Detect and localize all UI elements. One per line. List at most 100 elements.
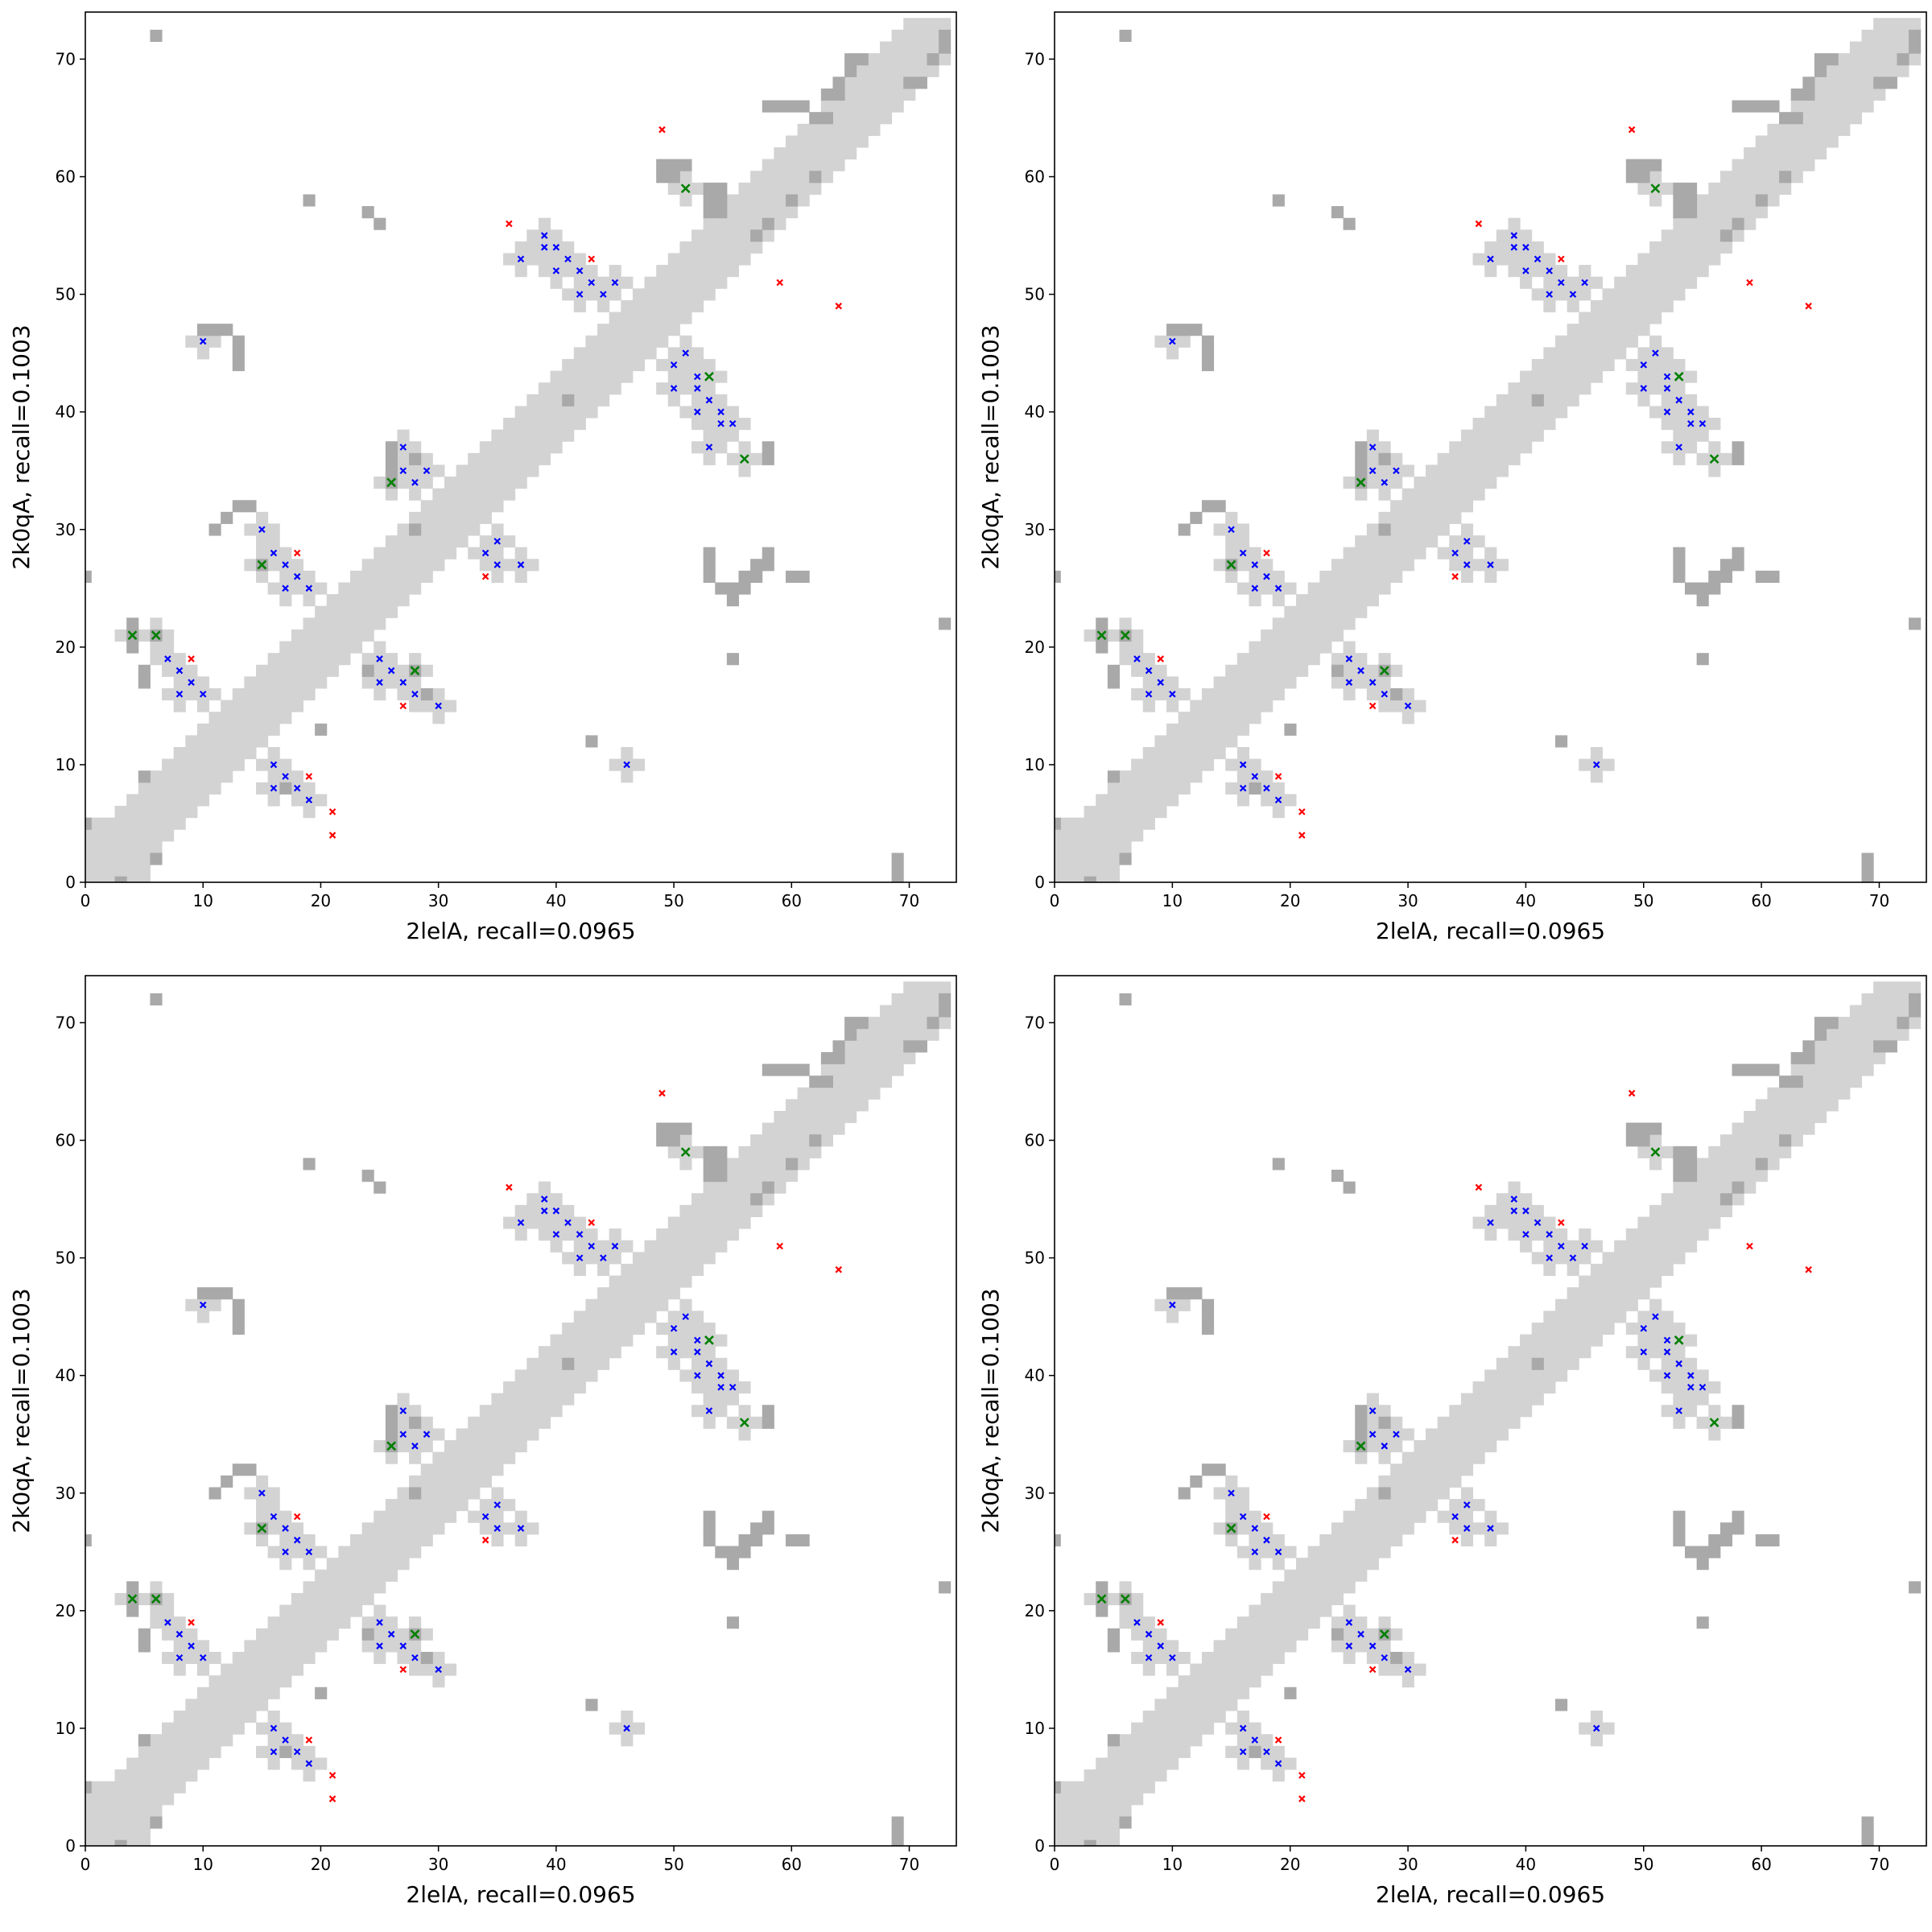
- light-cell: [1460, 464, 1474, 477]
- light-cell: [444, 1487, 457, 1500]
- green-marker: [704, 1335, 714, 1345]
- light-cell: [1096, 1816, 1108, 1829]
- light-cell: [656, 1263, 669, 1277]
- light-cell: [774, 206, 786, 219]
- light-cell: [914, 981, 927, 994]
- light-cell: [1096, 1769, 1108, 1782]
- x-axis-label: 2lelA, recall=0.0965: [1376, 918, 1605, 944]
- light-cell: [1767, 1087, 1780, 1100]
- light-cell: [632, 1287, 646, 1300]
- blue-marker: [1169, 1653, 1176, 1662]
- light-cell: [1261, 770, 1274, 783]
- light-cell: [1331, 653, 1344, 666]
- light-cell: [1236, 523, 1249, 536]
- light-cell: [750, 1134, 763, 1147]
- light-cell: [538, 1181, 551, 1194]
- light-cell: [1414, 511, 1426, 524]
- x-tick-label: 0: [1050, 891, 1060, 910]
- light-cell: [691, 1252, 704, 1265]
- dark-cell: [1331, 664, 1344, 677]
- light-cell: [1590, 1734, 1604, 1747]
- light-cell: [1107, 1793, 1120, 1806]
- light-cell: [1236, 712, 1249, 724]
- light-cell: [1249, 570, 1261, 583]
- light-cell: [444, 1451, 457, 1464]
- light-cell: [809, 147, 822, 160]
- light-cell: [1178, 1651, 1191, 1665]
- light-cell: [597, 299, 610, 313]
- light-cell: [150, 641, 163, 654]
- light-cell: [409, 464, 422, 477]
- light-cell: [703, 1381, 716, 1394]
- light-cell: [1437, 500, 1450, 513]
- light-cell: [232, 758, 245, 771]
- blue-marker: [1157, 1642, 1164, 1649]
- light-cell: [1402, 1475, 1414, 1488]
- light-cell: [208, 782, 221, 795]
- blue-marker: [682, 349, 689, 357]
- light-cell: [656, 1275, 669, 1288]
- light-cell: [1496, 394, 1509, 407]
- light-cell: [444, 700, 457, 712]
- light-cell: [303, 1616, 316, 1629]
- light-cell: [538, 382, 551, 395]
- light-cell: [715, 370, 728, 383]
- light-cell: [1590, 770, 1604, 783]
- light-cell: [1119, 829, 1132, 842]
- blue-marker: [1145, 690, 1153, 698]
- light-cell: [1579, 1275, 1591, 1288]
- blue-marker: [270, 1724, 278, 1732]
- light-cell: [1096, 865, 1108, 877]
- light-cell: [632, 312, 646, 324]
- dark-cell: [1826, 1017, 1839, 1030]
- light-cell: [1496, 241, 1509, 254]
- dark-cell: [738, 570, 751, 583]
- light-cell: [1708, 1146, 1721, 1158]
- light-cell: [1319, 594, 1332, 607]
- light-cell: [609, 370, 621, 383]
- light-cell: [303, 570, 316, 583]
- light-cell: [1614, 276, 1627, 289]
- light-cell: [291, 770, 303, 783]
- light-cell: [1355, 653, 1368, 666]
- blue-marker: [1675, 1360, 1682, 1368]
- light-cell: [1696, 194, 1709, 207]
- light-cell: [1520, 394, 1533, 407]
- light-cell: [503, 1416, 516, 1429]
- light-cell: [1520, 253, 1533, 266]
- light-cell: [1484, 1393, 1497, 1406]
- blue-marker: [493, 538, 502, 545]
- light-cell: [291, 1616, 303, 1629]
- light-cell: [914, 29, 927, 43]
- light-cell: [1119, 840, 1132, 853]
- light-cell: [303, 629, 316, 642]
- light-cell: [632, 288, 646, 301]
- light-cell: [1637, 1287, 1650, 1300]
- dark-cell: [409, 523, 422, 536]
- light-cell: [232, 1675, 245, 1688]
- light-cell: [315, 629, 328, 642]
- blue-marker: [611, 1242, 619, 1250]
- light-cell: [1390, 1487, 1403, 1500]
- light-cell: [514, 1393, 527, 1406]
- light-cell: [774, 1110, 786, 1124]
- dark-cell: [1673, 570, 1686, 583]
- y-axis-label: 2k0qA, recall=0.1003: [977, 324, 1004, 569]
- light-cell: [503, 429, 516, 442]
- y-tick-label: 50: [1025, 285, 1045, 304]
- light-cell: [1531, 1381, 1544, 1394]
- light-cell: [1625, 288, 1638, 301]
- light-cell: [456, 1499, 469, 1512]
- light-cell: [927, 993, 939, 1006]
- light-cell: [315, 605, 328, 618]
- light-cell: [809, 1110, 822, 1124]
- light-cell: [85, 1839, 92, 1846]
- light-cell: [832, 1075, 845, 1088]
- light-cell: [1331, 1616, 1344, 1629]
- dark-cell: [1378, 452, 1391, 465]
- light-cell: [1190, 1734, 1203, 1747]
- light-cell: [679, 370, 692, 383]
- light-cell: [1249, 1640, 1261, 1653]
- light-cell: [1166, 794, 1179, 807]
- blue-marker: [694, 385, 701, 392]
